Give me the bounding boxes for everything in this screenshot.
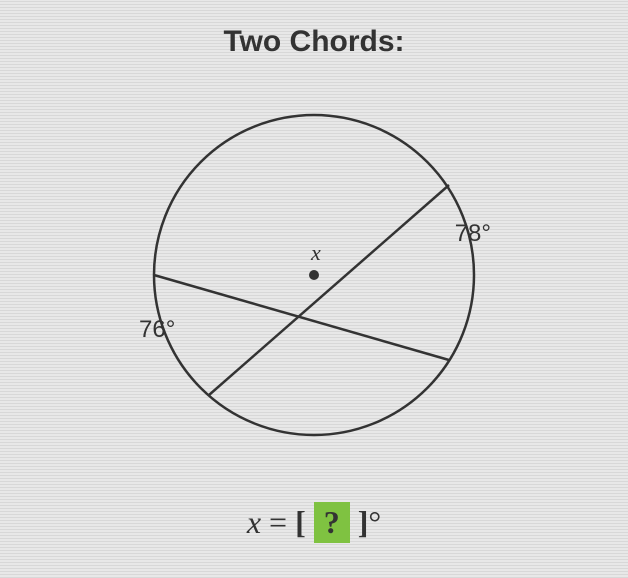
chord-two	[209, 185, 449, 395]
geometry-diagram: x 78° 76°	[109, 80, 519, 470]
arc-label-right: 78°	[455, 220, 491, 248]
chord-one	[154, 275, 449, 360]
bracket-close: ]	[350, 504, 369, 540]
arc-label-left: 76°	[139, 316, 175, 344]
center-point	[309, 270, 319, 280]
equation-line: x = [ ? ]°	[0, 502, 628, 543]
equation-equals: =	[261, 504, 295, 540]
answer-input-box[interactable]: ?	[314, 502, 350, 543]
equation-variable: x	[247, 504, 261, 540]
page-title: Two Chords:	[0, 25, 628, 59]
degree-symbol: °	[368, 504, 381, 540]
circle-diagram-svg: x	[109, 80, 519, 470]
bracket-open: [	[295, 504, 314, 540]
angle-x-label: x	[310, 240, 321, 265]
